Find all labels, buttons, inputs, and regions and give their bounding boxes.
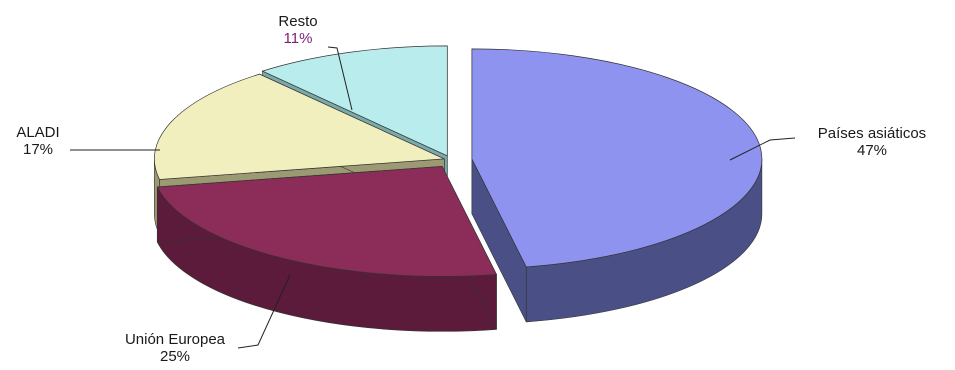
slice-label-aladi: ALADI xyxy=(16,124,59,141)
paises-asiaticos-leader-line xyxy=(729,137,796,161)
pie-slice-aladi xyxy=(154,73,445,180)
pie-slice-resto xyxy=(261,45,448,157)
resto-leader-line xyxy=(327,46,353,111)
pie-slice-paises-asiaticos xyxy=(471,48,763,268)
slice-value-aladi: 17% xyxy=(23,141,53,158)
slice-value-union-europea: 25% xyxy=(160,348,190,365)
union-europea-leader-line xyxy=(237,274,291,349)
slice-label-paises-asiaticos: Países asiáticos xyxy=(818,125,926,142)
slice-value-paises-asiaticos: 47% xyxy=(857,142,887,159)
slice-label-union-europea: Unión Europea xyxy=(125,331,226,348)
slice-value-resto: 11% xyxy=(284,30,313,47)
slice-label-resto: Resto xyxy=(278,13,317,30)
pie-slice-union-europea xyxy=(156,166,498,277)
leader-lines xyxy=(70,46,796,349)
pie-tops xyxy=(154,45,763,277)
